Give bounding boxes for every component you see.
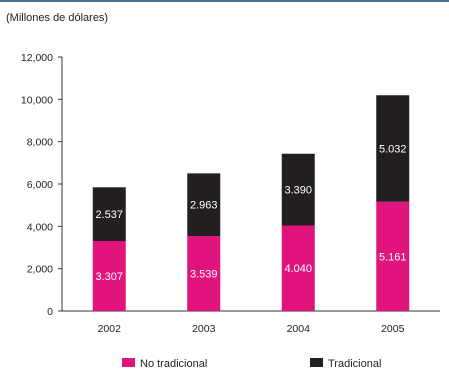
legend-swatch [122,358,135,367]
x-tick-label: 2003 [192,323,216,335]
bar-segment-tradicional [187,173,221,237]
y-tick-label: 4,000 [27,221,53,233]
y-tick-label: 12,000 [21,52,53,64]
y-tick-label: 6,000 [27,179,53,191]
x-tick-label: 2004 [287,323,311,335]
bar-segment-tradicional [92,187,126,242]
y-tick-label: 10,000 [21,94,53,106]
y-axis-label: (Millones de dólares) [6,12,108,24]
y-tick-label: 8,000 [27,137,53,149]
legend-entry: No tradicional [140,358,207,370]
bar-segment-no-tradicional [92,241,126,311]
legend-swatch [310,358,323,367]
data-label: 5.032 [379,144,407,156]
bar-segment-no-tradicional [187,236,221,311]
data-label: 3.390 [284,185,312,197]
bar-segment-no-tradicional [376,201,410,311]
bar-segment-tradicional [281,153,315,226]
x-tick-label: 2005 [381,323,405,335]
legend: No tradicional Tradicional [122,358,381,370]
x-tick-label: 2002 [98,323,122,335]
data-label: 3.539 [190,269,218,281]
data-label: 5.161 [379,251,407,263]
x-tick-labels: 2002 2003 2004 2005 [98,323,405,335]
data-label: 2.537 [95,209,123,221]
legend-entry: Tradicional [328,358,381,370]
y-tick-label: 2,000 [27,264,53,276]
bars: 3.307 2.537 3.539 2.963 4.040 3.390 5.161 5.032 [92,95,410,311]
data-label: 2.963 [190,200,218,212]
bar-segment-no-tradicional [281,225,315,311]
y-tick-label: 0 [47,306,53,318]
data-label: 3.307 [95,271,123,283]
data-label: 4.040 [284,263,312,275]
bar-segment-tradicional [376,95,410,202]
